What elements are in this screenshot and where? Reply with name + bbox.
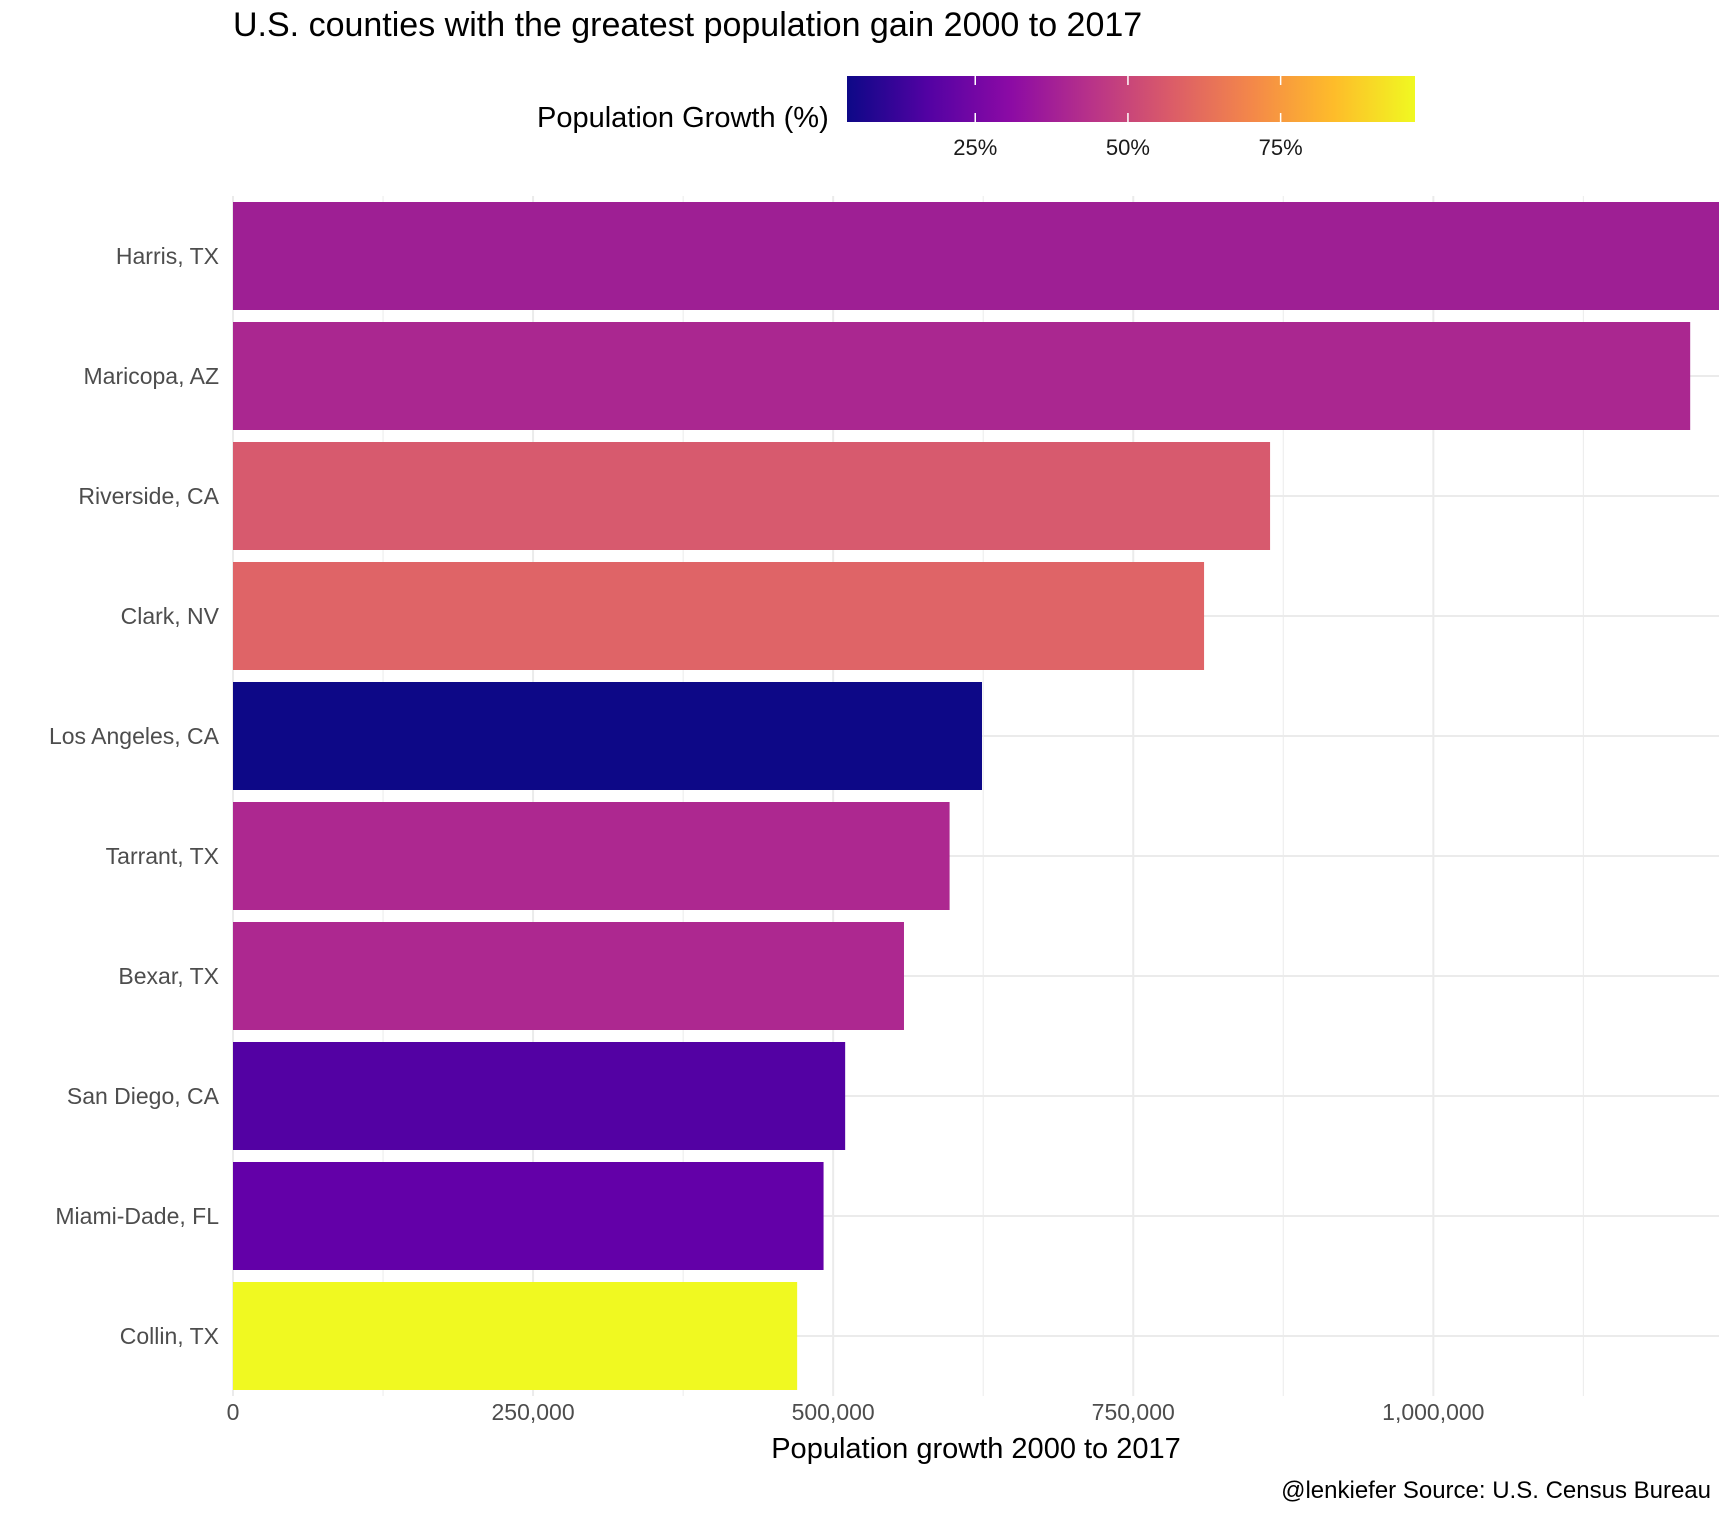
colorbar-tick-label: 75%: [1259, 135, 1303, 160]
bar-los-angeles-ca: [233, 682, 983, 790]
x-tick-label: 1,000,000: [1382, 1399, 1484, 1425]
y-tick-label: Miami-Dade, FL: [55, 1203, 219, 1229]
x-tick-label: 750,000: [1092, 1399, 1175, 1425]
legend-title: Population Growth (%): [537, 102, 829, 134]
x-tick-label: 250,000: [492, 1399, 575, 1425]
colorbar-tick-label: 50%: [1106, 135, 1150, 160]
bar-bexar-tx: [233, 922, 904, 1030]
bar-san-diego-ca: [233, 1042, 846, 1150]
y-tick-label: Riverside, CA: [78, 483, 219, 509]
y-tick-label: Bexar, TX: [118, 963, 219, 989]
y-tick-label: Harris, TX: [116, 243, 219, 269]
y-tick-label: Los Angeles, CA: [49, 723, 220, 749]
x-axis-labels: 0 250,000 500,000 750,000 1,000,000: [227, 1399, 1485, 1425]
bar-collin-tx: [233, 1282, 798, 1390]
y-axis-labels: Harris, TX Maricopa, AZ Riverside, CA Clark…: [49, 243, 220, 1349]
colorbar-tick-label: 25%: [953, 135, 997, 160]
bar-harris-tx: [233, 202, 1719, 310]
bar-layer: [233, 202, 1719, 1390]
bar-miami-dade-fl: [233, 1162, 824, 1270]
chart-title: U.S. counties with the greatest populati…: [233, 6, 1143, 44]
y-tick-label: Collin, TX: [120, 1323, 219, 1349]
x-tick-label: 0: [227, 1399, 240, 1425]
x-axis-title: Population growth 2000 to 2017: [771, 1433, 1181, 1465]
bar-clark-nv: [233, 562, 1205, 670]
chart-caption: @lenkiefer Source: U.S. Census Bureau: [1281, 1477, 1711, 1504]
bar-tarrant-tx: [233, 802, 950, 910]
y-tick-label: San Diego, CA: [67, 1083, 220, 1109]
y-tick-label: Tarrant, TX: [106, 843, 219, 869]
colorbar: [847, 76, 1415, 122]
x-tick-label: 500,000: [792, 1399, 875, 1425]
legend-colorbar: 25% 50% 75%: [847, 76, 1415, 160]
bar-maricopa-az: [233, 322, 1691, 430]
y-tick-label: Clark, NV: [121, 603, 220, 629]
y-tick-label: Maricopa, AZ: [84, 363, 220, 389]
bar-riverside-ca: [233, 442, 1271, 550]
